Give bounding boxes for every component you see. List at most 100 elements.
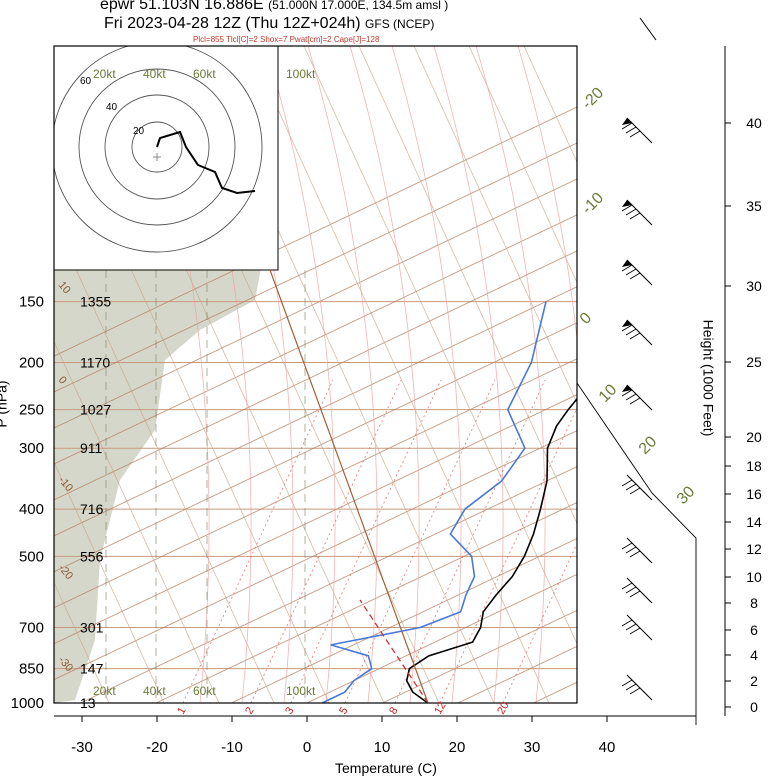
isotherm-line — [155, 502, 577, 703]
wind-barb — [621, 259, 653, 286]
surface-adiabat-line — [269, 269, 429, 703]
isotherm-line — [609, 46, 768, 703]
isotherm-line — [54, 106, 577, 357]
wind-barb — [621, 577, 653, 604]
dry-adiabat-line — [248, 46, 550, 703]
x-tick-label: -30 — [71, 739, 93, 756]
dry-adiabat-line — [358, 46, 577, 525]
hodograph-ring — [131, 121, 183, 173]
x-tick-label: 30 — [524, 739, 541, 756]
temperature-profile-line — [405, 397, 577, 703]
pressure-tick-label: 250 — [19, 402, 44, 419]
isotherm-line — [457, 645, 577, 703]
mixing-ratio-line — [439, 406, 577, 703]
wind-barb — [621, 474, 653, 501]
height-tick-label: 2 — [750, 673, 758, 689]
sounding-indices: Plcl=855 Tlcl[C]=2 Shox=7 Pwat[cm]=2 Cap… — [193, 35, 380, 44]
hodograph-ring-label: 20 — [133, 126, 145, 137]
isotherm-line — [54, 178, 577, 429]
isotherm-line — [54, 250, 577, 501]
isotherm-line — [54, 214, 577, 465]
wind-scale-top-label: 60kt — [193, 67, 216, 81]
parcel-path-line — [359, 599, 429, 703]
moist-adiabat-line — [475, 46, 546, 703]
isotherm-line — [54, 286, 577, 537]
dry-adiabat-line — [303, 46, 577, 645]
hodograph-ring — [78, 68, 236, 226]
isotherm-label: 10 — [596, 381, 621, 406]
y2-axis-label: Height (1000 Feet) — [700, 319, 717, 437]
wind-barb — [639, 17, 657, 41]
wind-barb — [621, 537, 653, 564]
height-level-label: 13 — [80, 695, 96, 711]
height-level-label: 716 — [80, 501, 104, 517]
height-tick-label: 4 — [750, 647, 758, 663]
station-grid-info: (51.000N 17.000E, 134.5m amsl ) — [268, 0, 449, 12]
isotherm-label: -20 — [579, 84, 607, 112]
height-tick-label: 6 — [750, 622, 758, 638]
pressure-tick-label: 400 — [19, 501, 44, 518]
height-tick-label: 16 — [746, 486, 762, 502]
x-tick-label: 10 — [374, 739, 391, 756]
wind-barb — [621, 199, 653, 226]
hodograph-trace — [156, 130, 256, 195]
isotherm-label: 0 — [577, 309, 595, 327]
pressure-tick-label: 700 — [19, 620, 44, 637]
mixing-ratio-label: 5 — [337, 705, 350, 716]
x-tick-label: 0 — [303, 739, 311, 756]
isotherm-line — [231, 537, 577, 703]
moist-adiabat-line — [349, 46, 420, 703]
moist-adiabat-line — [517, 46, 577, 343]
isotherm-line — [54, 358, 577, 609]
run-time: Fri 2023-04-28 12Z (Thu 12Z+024h) — [104, 15, 361, 32]
mixing-ratio-line — [182, 379, 334, 703]
height-level-label: 1355 — [80, 294, 111, 310]
mixing-ratio-label: 3 — [283, 705, 296, 716]
height-level-label: 556 — [80, 548, 104, 564]
x-tick-label: 40 — [599, 739, 616, 756]
wind-scale-bottom-label: 20kt — [93, 684, 116, 698]
height-tick-label: 30 — [746, 278, 762, 294]
hodograph-ring-label: 40 — [106, 102, 118, 113]
wind-panel-outline — [576, 46, 697, 725]
isotherm-line — [54, 430, 577, 681]
station-coords: epwr 51.103N 16.886E — [100, 0, 264, 13]
isotherm-line — [54, 322, 577, 573]
height-tick-label: 10 — [746, 569, 762, 585]
wind-scale-bottom-label: 40kt — [143, 684, 166, 698]
wind-barb — [621, 319, 653, 346]
moist-adiabat-line — [265, 46, 336, 703]
hodograph-ring — [54, 46, 263, 253]
station-title: epwr 51.103N 16.886E (51.000N 17.000E, 1… — [100, 0, 448, 14]
height-level-label: 147 — [80, 661, 104, 677]
height-tick-label: 18 — [746, 458, 762, 474]
height-level-label: 1170 — [80, 354, 110, 370]
isotherm-label: 30 — [674, 483, 699, 508]
pressure-tick-label: 150 — [19, 294, 44, 311]
x-tick-label: -20 — [146, 739, 168, 756]
isotherm-line — [54, 394, 577, 645]
dry-adiabat-line — [579, 46, 768, 703]
mixing-ratio-label: 8 — [387, 705, 400, 716]
wind-scale-top-label: 20kt — [93, 67, 116, 81]
pressure-tick-label: 850 — [19, 661, 44, 678]
dry-adiabat-line — [54, 340, 220, 703]
isotherm-line — [760, 46, 768, 703]
dry-adiabat-line — [54, 581, 110, 703]
dry-adiabat-line — [54, 461, 165, 703]
height-tick-label: 0 — [750, 699, 758, 715]
wind-barb — [621, 117, 653, 144]
dewpoint-profile-line — [321, 301, 547, 703]
wind-scale-bottom-label: 100kt — [286, 684, 316, 698]
y-axis-label: P (hPa) — [0, 380, 10, 427]
pressure-tick-label: 300 — [19, 440, 44, 457]
x-axis-label: Temperature (C) — [335, 760, 437, 776]
mixing-ratio-label: 1 — [175, 705, 188, 716]
x-tick-label: 20 — [449, 739, 466, 756]
mixing-ratio-label: 2 — [243, 705, 256, 716]
model-name: GFS (NCEP) — [365, 17, 435, 31]
isotherm-line — [54, 142, 577, 393]
isotherm-line — [80, 466, 577, 703]
